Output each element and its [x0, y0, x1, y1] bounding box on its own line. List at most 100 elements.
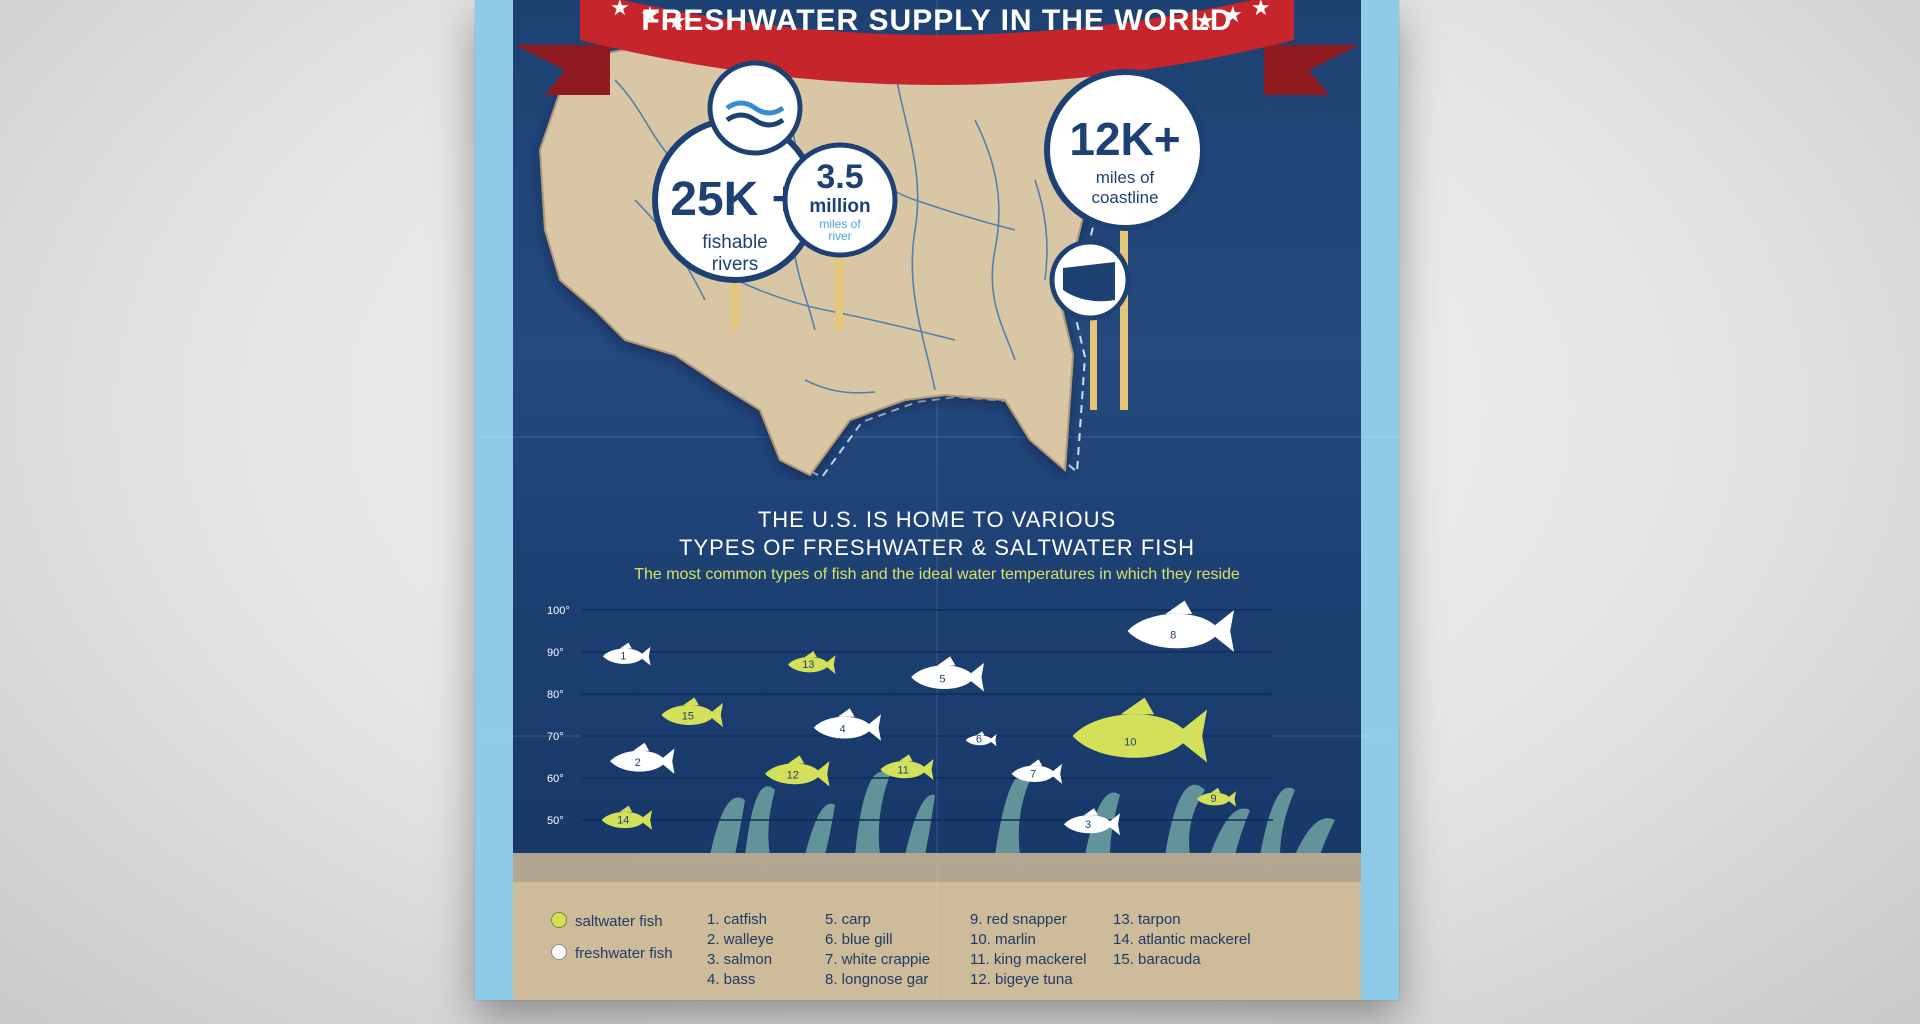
coastline-label-2: coastline [1091, 188, 1158, 207]
fish-shape [965, 734, 997, 747]
section-heading-line2: TYPES OF FRESHWATER & SALTWATER FISH [679, 535, 1195, 560]
fish-number-label: 5 [939, 673, 945, 685]
fish-mark-11: 11 [880, 754, 934, 781]
stat-pin-water-icon [707, 60, 803, 156]
svg-text:★: ★ [1223, 2, 1243, 27]
fish-list-col2: 5. carp 6. blue gill 7. white crappie 8.… [825, 910, 930, 990]
fish-mark-14: 14 [601, 805, 652, 830]
fish-list-col4: 13. tarpon 14. atlantic mackerel 15. bar… [1113, 910, 1251, 970]
fish-fin [619, 805, 633, 812]
fish-shape [601, 810, 652, 830]
fish-number-label: 15 [682, 710, 694, 722]
fish-list-item: 7. white crappie [825, 951, 931, 968]
fish-list-item: 10. marlin [970, 931, 1036, 948]
svg-text:★: ★ [610, 0, 630, 20]
fish-shape [880, 759, 934, 781]
stat-pin-river-miles: 3.5 million miles of river [782, 142, 898, 330]
legend-freshwater: freshwater fish [551, 944, 673, 962]
fish-mark-9: 9 [1196, 787, 1236, 807]
us-map-graphic: ★ ★ ★ ★ ★ ★ FRESHWATER SUPPLY IN THE WORLD 2… [515, 0, 1359, 479]
fish-number-label: 10 [1124, 737, 1136, 749]
coastline-label-1: miles of [1096, 168, 1155, 187]
fish-fin [1210, 787, 1221, 793]
fish-mark-2: 2 [610, 742, 675, 774]
fish-fin [937, 656, 956, 666]
fish-number-label: 14 [617, 815, 629, 827]
fish-fin [633, 742, 650, 751]
fish-fin [1165, 600, 1193, 614]
rivers-label-1: fishable [702, 232, 768, 253]
fold-line-horizontal [475, 436, 1399, 438]
fish-shape [1064, 813, 1120, 836]
fish-mark-8: 8 [1127, 600, 1234, 652]
fish-mark-10: 10 [1072, 697, 1207, 763]
fish-shape [1072, 709, 1207, 763]
fish-number-label: 12 [787, 769, 799, 781]
fish-list-item: 14. atlantic mackerel [1113, 931, 1251, 948]
fish-number-label: 9 [1211, 793, 1217, 805]
fish-fin [899, 754, 913, 762]
fish-fin [976, 731, 985, 736]
coastline-icon [1063, 262, 1115, 302]
y-tick-label: 50° [547, 815, 564, 827]
fish-number-label: 8 [1170, 630, 1176, 642]
fish-fin [1084, 808, 1098, 816]
fish-list-item: 8. longnose gar [825, 971, 929, 988]
fish-number-label: 4 [840, 723, 846, 735]
section-heading-line1: THE U.S. IS HOME TO VARIOUS [757, 507, 1117, 532]
banner-title: FRESHWATER SUPPLY IN THE WORLD [641, 4, 1232, 37]
freshwater-dot [551, 944, 567, 960]
y-tick-label: 60° [547, 773, 564, 785]
fish-number-label: 3 [1085, 819, 1091, 831]
fish-list-item: 3. salmon [707, 951, 773, 968]
fish-shape [661, 702, 723, 728]
fish-list-item: 15. baracuda [1113, 951, 1201, 968]
legend-saltwater-label: saltwater fish [575, 913, 663, 930]
fish-mark-3: 3 [1064, 808, 1120, 836]
fish-mark-5: 5 [911, 656, 984, 692]
fish-mark-15: 15 [661, 697, 723, 728]
fish-shape [765, 761, 830, 787]
y-tick-label: 80° [547, 689, 564, 701]
svg-text:★: ★ [640, 2, 660, 27]
fish-temperature-chart: 100°90°80°70°60°50° 12345678910111213141… [513, 600, 1361, 883]
fish-fin [619, 642, 632, 649]
svg-text:★: ★ [1251, 0, 1271, 20]
fish-shape [1011, 763, 1062, 784]
river-miles-value: 3.5 [816, 158, 863, 196]
rivers-value: 25K + [670, 173, 799, 226]
fish-shape [1127, 610, 1234, 652]
fish-shape [911, 662, 984, 692]
fish-list-item: 1. catfish [707, 911, 768, 928]
y-tick-label: 100° [547, 605, 570, 617]
fish-mark-6: 6 [965, 731, 997, 747]
fish-list-col1: 1. catfish 2. walleye 3. salmon 4. bass [707, 910, 774, 990]
fish-shape [1196, 791, 1236, 807]
y-tick-label: 70° [547, 731, 564, 743]
fish-fin [1120, 697, 1155, 715]
river-miles-unit: million [809, 196, 870, 217]
fish-list-item: 2. walleye [707, 931, 774, 948]
legend-saltwater: saltwater fish [551, 912, 663, 930]
saltwater-dot [551, 912, 567, 928]
svg-text:★: ★ [1195, 8, 1215, 33]
fish-mark-12: 12 [765, 755, 830, 787]
coastline-value: 12K+ [1069, 113, 1180, 165]
fish-shape [787, 655, 836, 674]
svg-text:★: ★ [667, 8, 687, 33]
fish-mark-7: 7 [1011, 759, 1062, 784]
legend-freshwater-label: freshwater fish [575, 945, 673, 962]
wave-icon [725, 100, 785, 116]
fish-shape [610, 748, 675, 774]
fish-shape [602, 646, 651, 666]
fish-fin [1029, 759, 1043, 766]
fish-fin [788, 755, 805, 764]
fish-mark-13: 13 [787, 651, 836, 674]
stat-pin-coast-icon [1049, 239, 1131, 410]
river-miles-label-1: miles of [819, 217, 861, 231]
fish-list-item: 5. carp [825, 911, 871, 928]
fish-list-item: 12. bigeye tuna [970, 971, 1073, 988]
infographic-poster: ★ ★ ★ ★ ★ ★ FRESHWATER SUPPLY IN THE WORLD 2… [475, 0, 1399, 1000]
fish-list-col3: 9. red snapper 10. marlin 11. king macke… [970, 910, 1086, 990]
fish-number-label: 1 [620, 651, 626, 663]
